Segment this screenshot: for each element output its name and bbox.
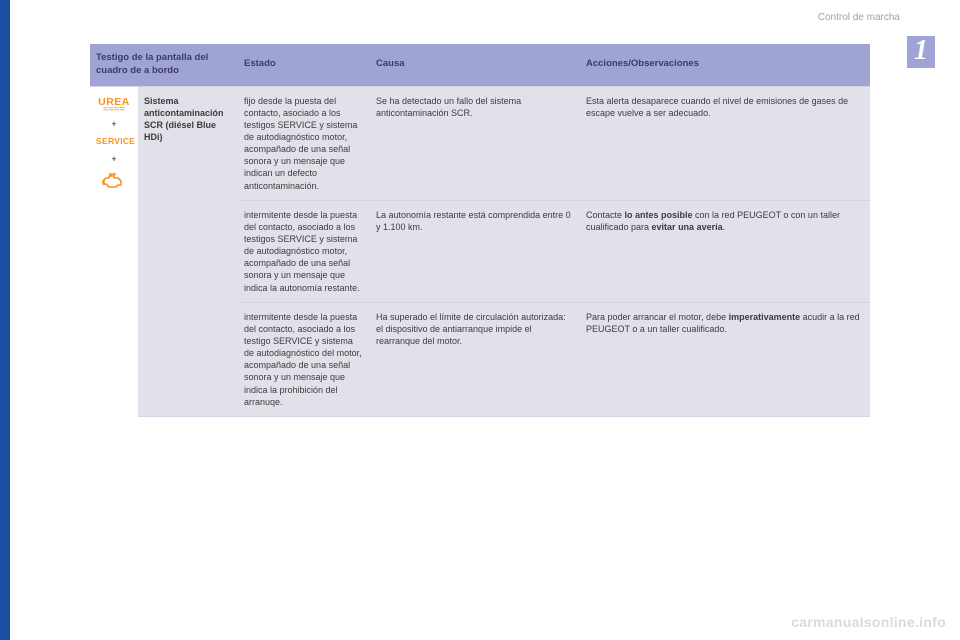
th-cause: Causa [370, 44, 580, 86]
row1-cause: Se ha detectado un fallo del sistema ant… [370, 86, 580, 200]
row2-action-b1: lo antes posible [625, 210, 693, 220]
row2-cause: La autonomía restante está comprendida e… [370, 200, 580, 302]
row2-action-pre: Contacte [586, 210, 625, 220]
section-label: Control de marcha [818, 12, 900, 23]
page-stripe [0, 0, 10, 640]
th-state: Estado [238, 44, 370, 86]
row2-state: intermitente desde la puesta del contact… [238, 200, 370, 302]
plus-icon: + [96, 153, 132, 165]
row3-state: intermitente desde la puesta del contact… [238, 302, 370, 416]
th-indicator: Testigo de la pantalla del cuadro de a b… [90, 44, 238, 86]
row3-cause: Ha superado el límite de circulación aut… [370, 302, 580, 416]
service-icon: SERVICE [96, 136, 132, 147]
warning-table: Testigo de la pantalla del cuadro de a b… [90, 44, 870, 417]
row2-action-b2: evitar una avería [652, 222, 723, 232]
indicator-icons: UREA ≈≈≈≈ + SERVICE + [90, 86, 138, 416]
system-name: Sistema anticontaminación SCR (diésel Bl… [138, 86, 238, 416]
engine-icon [102, 172, 126, 190]
row1-state: fijo desde la puesta del contacto, asoci… [238, 86, 370, 200]
row1-action: Esta alerta desaparece cuando el nivel d… [580, 86, 870, 200]
row3-action-pre: Para poder arrancar el motor, debe [586, 312, 729, 322]
plus-icon: + [96, 118, 132, 130]
row3-action-b1: imperativamente [729, 312, 801, 322]
row3-action: Para poder arrancar el motor, debe imper… [580, 302, 870, 416]
watermark: carmanualsonline.info [791, 614, 946, 630]
th-actions: Acciones/Observaciones [580, 44, 870, 86]
system-name-text: Sistema anticontaminación SCR (diésel Bl… [144, 96, 224, 142]
chapter-tab: 1 [907, 36, 935, 68]
row2-action: Contacte lo antes posible con la red PEU… [580, 200, 870, 302]
row2-action-post: . [723, 222, 726, 232]
